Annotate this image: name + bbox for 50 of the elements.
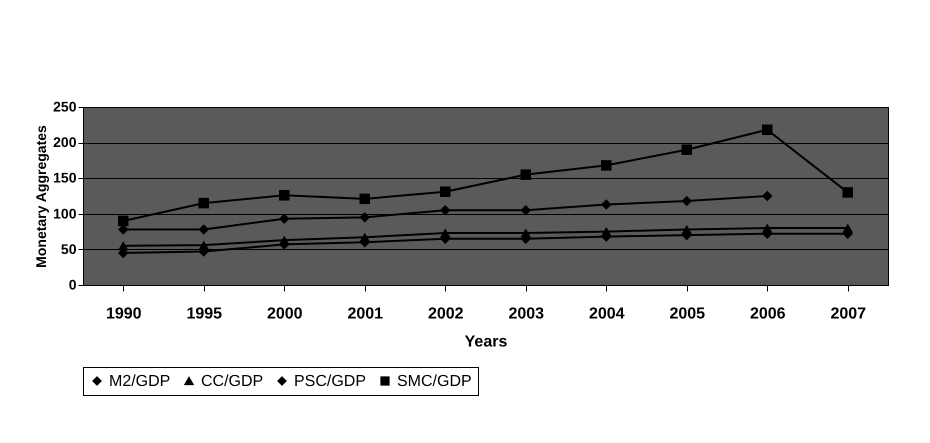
- point: [601, 227, 612, 236]
- point: [520, 169, 531, 180]
- y-tick-label: 150: [53, 170, 77, 186]
- x-tick-label: 1990: [106, 306, 142, 322]
- point: [440, 228, 450, 238]
- point: [279, 190, 290, 201]
- point: [118, 241, 128, 250]
- point: [601, 160, 612, 171]
- x-tick-label: 2003: [508, 306, 544, 322]
- point: [762, 190, 772, 202]
- point: [440, 204, 450, 216]
- y-tick-label: 50: [60, 240, 77, 257]
- point: [762, 124, 772, 136]
- point: [762, 224, 772, 233]
- x-tick-label: 2006: [750, 306, 786, 322]
- legend-label: SMC/GDP: [397, 373, 472, 390]
- point: [118, 216, 128, 226]
- y-tick-label: 200: [53, 134, 77, 150]
- point: [360, 194, 370, 204]
- y-axis-title: Monetary Aggregates: [33, 124, 50, 268]
- point: [440, 186, 450, 197]
- point: [842, 187, 853, 198]
- legend-label: PSC/GDP: [294, 373, 366, 390]
- point: [360, 232, 370, 242]
- x-axis-title: Years: [464, 334, 508, 350]
- point: [198, 224, 209, 235]
- point: [520, 204, 531, 216]
- point: [520, 228, 531, 238]
- x-tick-label: 2005: [669, 306, 706, 322]
- x-tick-label: 2001: [347, 306, 384, 322]
- x-tick-label: 2007: [830, 306, 866, 322]
- legend-label: M2/GDP: [109, 373, 170, 390]
- point: [842, 224, 853, 233]
- x-tick-label: 2000: [266, 306, 303, 322]
- y-tick-label: 0: [68, 276, 77, 292]
- point: [198, 198, 209, 208]
- y-tick-label: 100: [53, 205, 77, 222]
- point: [601, 199, 612, 210]
- point: [198, 240, 209, 250]
- point: [360, 212, 370, 223]
- legend-label: CC/GDP: [201, 373, 264, 390]
- point: [682, 144, 692, 155]
- x-tick-label: 2004: [588, 306, 625, 322]
- y-tick-label: 250: [53, 98, 77, 114]
- point: [682, 196, 692, 206]
- point: [682, 224, 692, 234]
- point: [279, 214, 290, 224]
- point: [279, 236, 290, 245]
- x-tick-label: 1995: [186, 306, 222, 322]
- x-tick-label: 2002: [428, 306, 464, 322]
